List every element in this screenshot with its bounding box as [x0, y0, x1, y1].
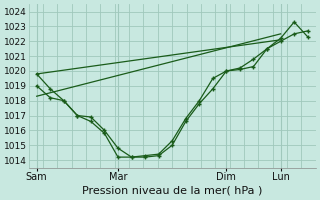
X-axis label: Pression niveau de la mer( hPa ): Pression niveau de la mer( hPa ): [82, 186, 262, 196]
